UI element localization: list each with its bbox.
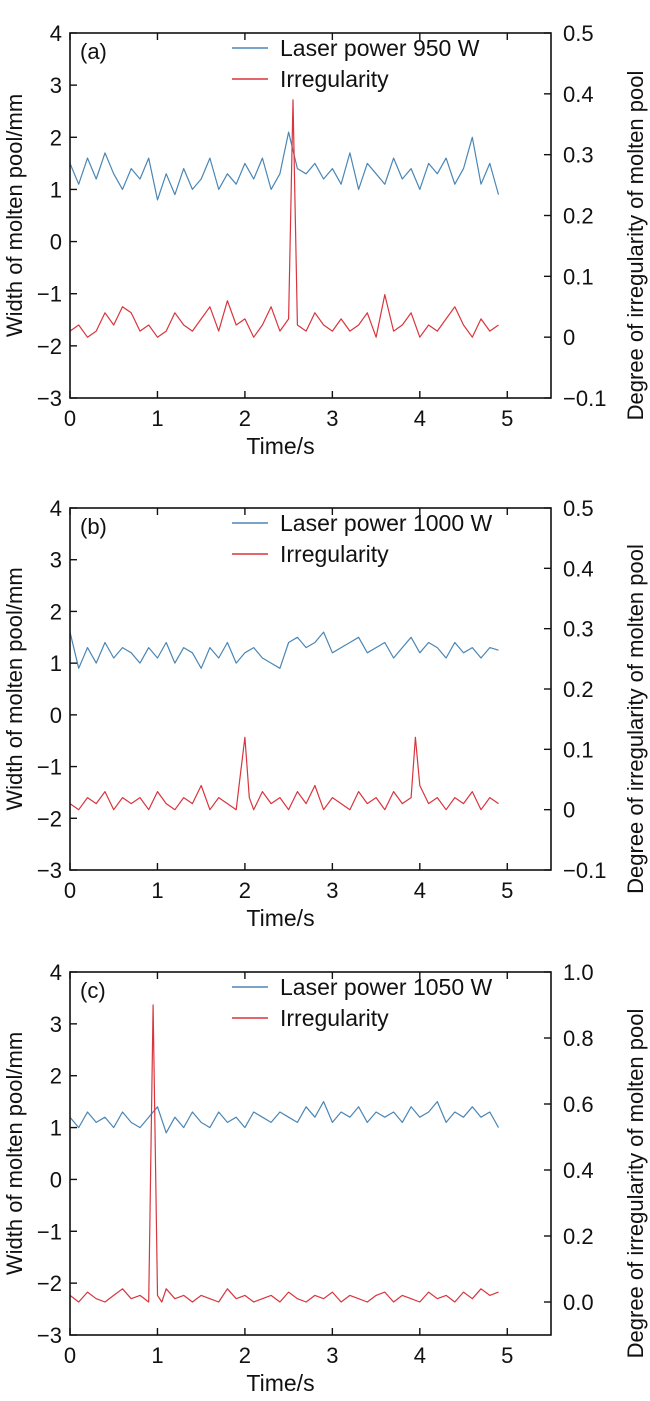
y-axis-label: Width of molten pool/mm [2,94,27,337]
y2-tick-label: −0.1 [563,386,606,411]
chart-panel-3: 0 1 2 3 4 5 −3 −2 −1 0 1 2 3 4 0.0 0.2 0.4 0.6 0.8 1.0 Time/… [2,960,648,1396]
y-tick-label: −3 [37,858,62,883]
legend-entry: Irregularity [280,541,389,567]
y-tick-label: −1 [37,755,62,780]
y-tick-label: 2 [50,599,62,624]
y-tick-label: 2 [50,125,62,150]
y2-tick-label: 0 [563,325,575,350]
y-tick-label: −2 [37,806,62,831]
chart-panel-2: 0 1 2 3 4 5 −3 −2 −1 0 1 2 3 4 −0.1 0 0.1 0.2 0.3 0.4 0.5 Tim… [2,496,648,931]
y2-tick-label: 0.5 [563,21,594,46]
y-axis-label: Width of molten pool/mm [2,567,27,810]
y2-tick-label: 1.0 [563,960,594,985]
x-tick-label: 0 [64,406,76,431]
y-tick-label: −2 [37,334,62,359]
y2-tick-label: 0.3 [563,617,594,642]
plot-frame [69,971,552,1336]
series-line-irregularity [69,1004,499,1303]
x-tick-label: 5 [501,878,513,903]
y2-axis-label: Degree of irregularity of molten pool [623,544,648,894]
y-tick-label: 1 [50,1116,62,1141]
y2-tick-label: 0.1 [563,737,594,762]
x-tick-label: 4 [414,406,426,431]
y2-tick-label: 0.4 [563,82,594,107]
y-tick-label: −1 [37,282,62,307]
y2-tick-label: 0.5 [563,496,594,521]
y-tick-label: 4 [50,496,62,521]
x-tick-label: 2 [239,1343,251,1368]
x-tick-label: 4 [414,1343,426,1368]
y-tick-label: −1 [37,1219,62,1244]
x-tick-label: 0 [64,1343,76,1368]
legend-entry: Laser power 1050 W [280,974,493,1000]
y-tick-label: 0 [50,230,62,255]
x-tick-label: 2 [239,878,251,903]
y2-tick-label: 0.2 [563,204,594,229]
x-tick-label: 5 [501,1343,513,1368]
y2-tick-label: 0.2 [563,1224,594,1249]
x-axis-label: Time/s [246,905,314,931]
y2-tick-label: −0.1 [563,858,606,883]
y2-tick-label: 0 [563,798,575,823]
y2-axis-label: Degree of irregularity of molten pool [623,1009,648,1359]
y2-tick-label: 0.8 [563,1026,594,1051]
series-line-irregularity [69,99,499,338]
x-tick-label: 1 [151,878,163,903]
legend-entry: Laser power 1000 W [280,510,493,536]
y2-tick-label: 0.0 [563,1290,594,1315]
y2-tick-label: 0.3 [563,143,594,168]
x-tick-label: 3 [326,878,338,903]
y-tick-label: 2 [50,1064,62,1089]
y2-tick-label: 0.1 [563,264,594,289]
y2-tick-label: 0.2 [563,677,594,702]
y-axis-label: Width of molten pool/mm [2,1032,27,1275]
y2-tick-label: 0.4 [563,556,594,581]
panel-label: (c) [80,978,106,1003]
series-line-irregularity [69,736,499,811]
x-tick-label: 1 [151,1343,163,1368]
x-tick-label: 5 [501,406,513,431]
legend-entry: Laser power 950 W [280,35,480,61]
y-tick-label: 0 [50,703,62,728]
chart-panel-1: 0 1 2 3 4 5 −3 −2 −1 0 1 2 3 4 −0.1 0 0.1 0.2 0.3 0.4 0.5 Tim… [2,21,648,459]
legend-entry: Irregularity [280,1005,389,1031]
x-tick-label: 3 [326,406,338,431]
x-tick-label: 2 [239,406,251,431]
x-tick-label: 1 [151,406,163,431]
x-axis-label: Time/s [246,1370,314,1396]
y-tick-label: 3 [50,73,62,98]
x-tick-label: 4 [414,878,426,903]
series-line-width [69,631,499,669]
y-tick-label: 1 [50,651,62,676]
x-axis-label: Time/s [246,433,314,459]
y-tick-label: 4 [50,960,62,985]
y-tick-label: 3 [50,1012,62,1037]
x-tick-label: 0 [64,878,76,903]
y-tick-label: 4 [50,21,62,46]
y-tick-label: 3 [50,548,62,573]
y-tick-label: −2 [37,1271,62,1296]
y-tick-label: 0 [50,1167,62,1192]
x-tick-label: 3 [326,1343,338,1368]
series-line-width [69,1100,500,1134]
y-tick-label: −3 [37,1323,62,1348]
panel-label: (b) [80,514,107,539]
y-tick-label: 1 [50,177,62,202]
y2-axis-label: Degree of irregularity of molten pool [623,71,648,421]
y-tick-label: −3 [37,386,62,411]
y2-tick-label: 0.4 [563,1158,594,1183]
legend-entry: Irregularity [280,66,389,92]
panel-label: (a) [80,39,107,64]
series-line-width [69,131,500,201]
y2-tick-label: 0.6 [563,1092,594,1117]
